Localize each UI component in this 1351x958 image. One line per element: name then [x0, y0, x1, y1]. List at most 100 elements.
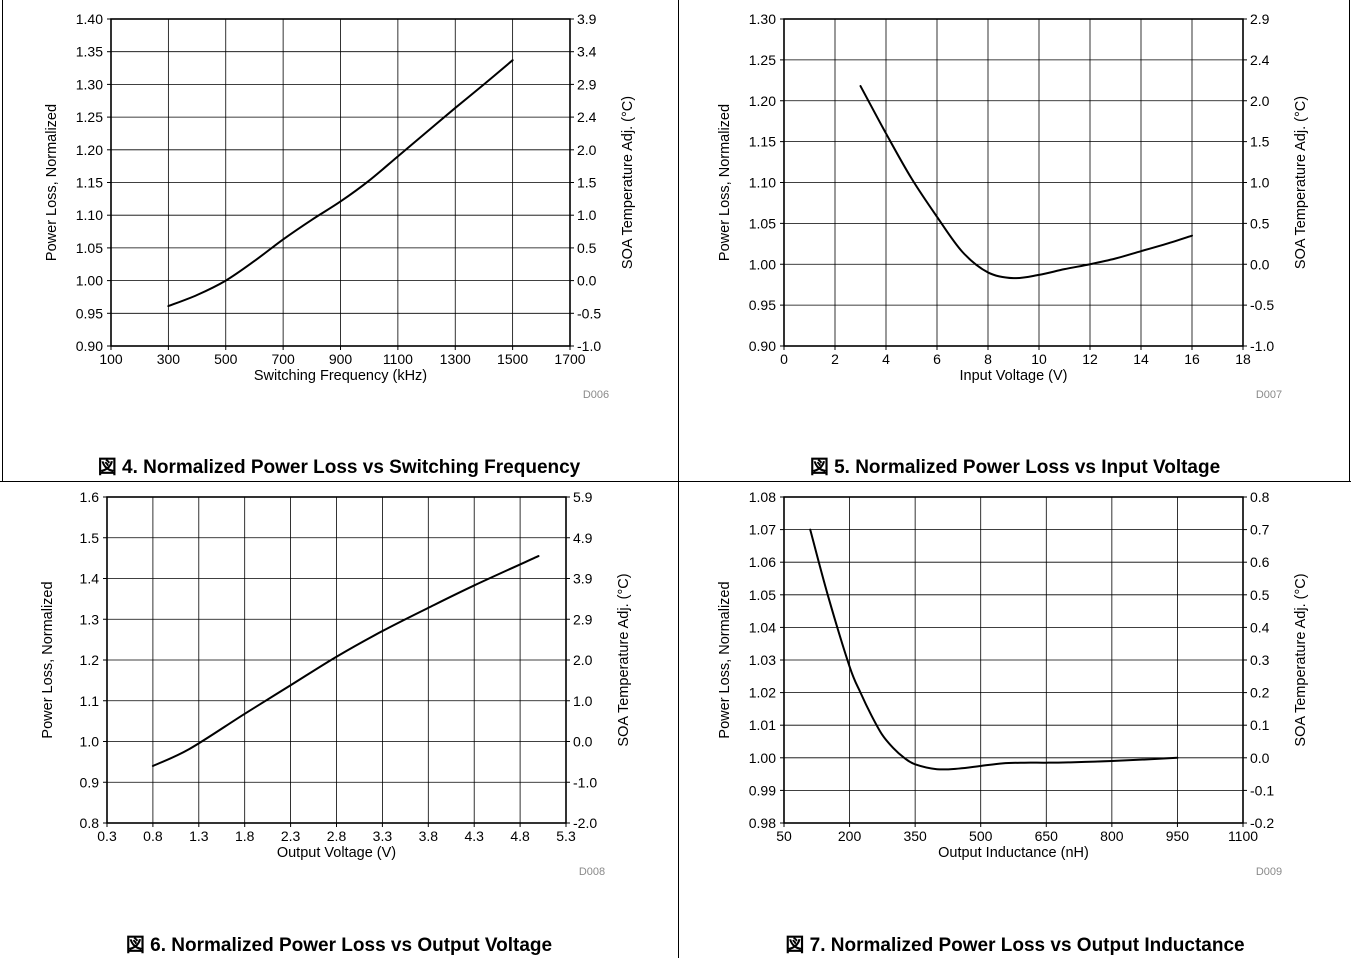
y2-tick-label: -1.0 — [1250, 338, 1274, 354]
y2-tick-label: 5.9 — [573, 489, 593, 505]
y2-tick-label: 0.7 — [1250, 522, 1270, 538]
figure-code: D009 — [1256, 866, 1282, 878]
panel-border-right — [1349, 0, 1350, 482]
y2-tick-label: 1.5 — [577, 175, 597, 191]
chart-caption: 図 4. Normalized Power Loss vs Switching … — [97, 457, 581, 478]
y-tick-label: 1.08 — [749, 489, 776, 505]
panel-border-left — [2, 0, 3, 482]
y-tick-label: 1.20 — [749, 93, 776, 109]
y-tick-label: 1.00 — [749, 256, 776, 272]
y-tick-label: 1.05 — [76, 240, 103, 256]
y-tick-label: 0.9 — [80, 774, 100, 790]
x-tick-label: 300 — [157, 351, 181, 367]
y2-axis-label: SOA Temperature Adj. (°C) — [616, 573, 632, 746]
y-tick-label: 1.35 — [76, 44, 103, 60]
x-tick-label: 1100 — [383, 351, 413, 367]
x-tick-label: 4 — [882, 351, 890, 367]
chart-panel-input-voltage: 0 2 4 6 8 10 12 14 16 18 0.90 0.95 1.00 1.05 1.10 1.15 1… — [679, 0, 1351, 481]
y-axis-label: Power Loss, Normalized — [717, 581, 733, 738]
y-tick-label: 0.8 — [80, 815, 100, 831]
x-tick-label: 500 — [214, 351, 238, 367]
chart-caption: 図 6. Normalized Power Loss vs Output Vol… — [125, 935, 553, 956]
y-tick-label: 1.30 — [749, 11, 776, 27]
x-tick-label: 1500 — [497, 351, 528, 367]
y-tick-label: 1.00 — [76, 273, 103, 289]
series-line — [859, 85, 1193, 280]
y2-tick-label: -2.0 — [573, 815, 597, 831]
y2-tick-label: 0.5 — [1250, 587, 1270, 603]
y2-tick-label: 3.9 — [577, 11, 597, 27]
y-tick-label: 1.1 — [80, 693, 100, 709]
y-tick-label: 1.02 — [749, 685, 776, 701]
y2-tick-label: 0.0 — [573, 734, 593, 750]
y-tick-label: 1.01 — [749, 717, 776, 733]
y-axis-label: Power Loss, Normalized — [717, 104, 733, 261]
x-tick-label: 8 — [984, 351, 992, 367]
y2-tick-label: -0.5 — [1250, 297, 1274, 313]
y-tick-label: 0.95 — [749, 297, 776, 313]
y2-tick-label: 0.0 — [1250, 750, 1270, 766]
panel-divider-horizontal — [0, 481, 1351, 482]
x-tick-label: 5.3 — [556, 828, 576, 844]
x-tick-label: 4.3 — [464, 828, 484, 844]
x-axis-label: Output Inductance (nH) — [938, 845, 1089, 861]
x-tick-label: 650 — [1035, 828, 1059, 844]
y-tick-label: 1.20 — [76, 142, 103, 158]
y2-tick-label: 2.9 — [1250, 11, 1270, 27]
y2-tick-label: 0.5 — [577, 240, 597, 256]
y2-tick-label: 1.0 — [1250, 175, 1270, 191]
y-tick-label: 1.07 — [749, 522, 776, 538]
x-tick-label: 18 — [1235, 351, 1251, 367]
x-tick-label: 3.3 — [373, 828, 393, 844]
y-tick-label: 1.3 — [80, 611, 100, 627]
x-tick-label: 2 — [831, 351, 839, 367]
x-tick-label: 1.8 — [235, 828, 255, 844]
x-tick-label: 0 — [780, 351, 788, 367]
chart-panel-switching-frequency: 100 300 500 700 900 1100 1300 1500 1700 0.90 0.95 1… — [0, 0, 678, 481]
x-tick-label: 0.8 — [143, 828, 163, 844]
y-tick-label: 1.25 — [76, 109, 103, 125]
x-tick-label: 500 — [969, 828, 993, 844]
y2-tick-label: 0.4 — [1250, 619, 1270, 635]
x-tick-label: 3.8 — [419, 828, 439, 844]
y2-tick-label: 3.9 — [573, 571, 593, 587]
y-tick-label: 1.15 — [749, 134, 776, 150]
y-tick-label: 1.30 — [76, 76, 103, 92]
y2-tick-label: 2.4 — [1250, 52, 1270, 68]
chart-output-inductance: 50 200 350 500 650 800 950 1100 0.98 0.99 1.00 1.01… — [717, 489, 1309, 878]
y2-tick-label: -0.1 — [1250, 782, 1274, 798]
y-tick-label: 0.90 — [76, 338, 103, 354]
y2-axis-label: SOA Temperature Adj. (°C) — [620, 96, 636, 269]
x-tick-label: 800 — [1100, 828, 1124, 844]
x-tick-label: 1.3 — [189, 828, 209, 844]
series-line — [167, 59, 514, 308]
x-tick-label: 1100 — [1228, 828, 1258, 844]
y2-tick-label: 2.0 — [1250, 93, 1270, 109]
panel-divider-vertical — [678, 0, 679, 958]
y2-tick-label: 1.0 — [573, 693, 593, 709]
y-tick-label: 0.98 — [749, 815, 776, 831]
y-tick-label: 1.5 — [80, 530, 100, 546]
x-tick-label: 0.3 — [97, 828, 117, 844]
x-axis-label: Input Voltage (V) — [959, 368, 1067, 384]
y-axis-label: Power Loss, Normalized — [40, 581, 56, 738]
series-line — [809, 528, 1179, 771]
series-line — [151, 555, 540, 767]
y-tick-label: 0.90 — [749, 338, 776, 354]
y-tick-label: 1.10 — [749, 175, 776, 191]
y-tick-label: 1.40 — [76, 11, 103, 27]
y2-tick-label: 1.5 — [1250, 134, 1270, 150]
figure-code: D006 — [583, 389, 609, 401]
y2-tick-label: 2.0 — [577, 142, 597, 158]
x-tick-label: 14 — [1133, 351, 1149, 367]
y2-axis-label: SOA Temperature Adj. (°C) — [1293, 96, 1309, 269]
x-tick-label: 100 — [99, 351, 123, 367]
chart-input-voltage: 0 2 4 6 8 10 12 14 16 18 0.90 0.95 1.00 1.05 1.10 1.15 1… — [717, 11, 1309, 401]
y2-tick-label: 0.1 — [1250, 717, 1270, 733]
x-axis-label: Switching Frequency (kHz) — [254, 368, 427, 384]
y2-tick-label: 0.5 — [1250, 215, 1270, 231]
figure-code: D008 — [579, 866, 605, 878]
x-tick-label: 700 — [271, 351, 295, 367]
y2-tick-label: 2.0 — [573, 652, 593, 668]
x-tick-label: 1300 — [440, 351, 471, 367]
